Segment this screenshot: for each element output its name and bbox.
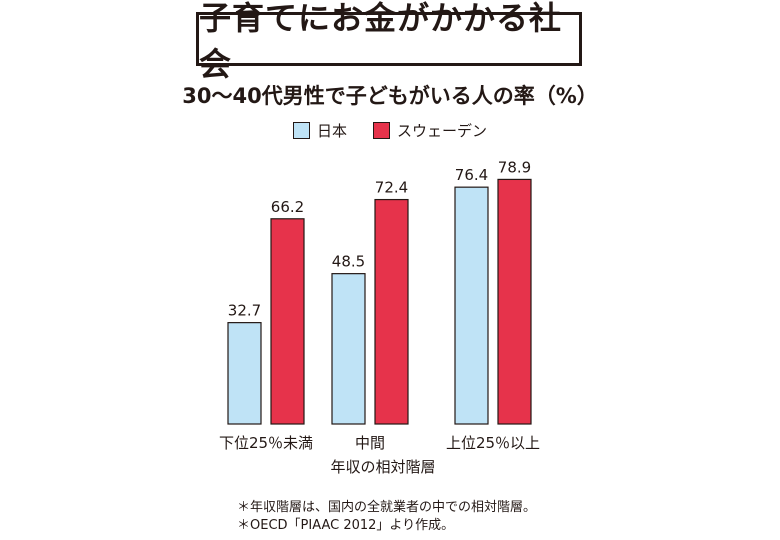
bar-japan-1: [331, 273, 366, 425]
data-label-sweden-2: 78.9: [498, 158, 531, 176]
bar-sweden-0: [270, 218, 305, 425]
data-label-japan-2: 76.4: [455, 166, 488, 184]
legend-swatch-sweden: [373, 122, 390, 139]
data-label-japan-0: 32.7: [228, 302, 261, 320]
chart-subtitle: 30〜40代男性で子どもがいる人の率（%）: [182, 84, 598, 108]
legend: 日本 スウェーデン: [0, 120, 780, 141]
data-label-sweden-0: 66.2: [271, 198, 304, 216]
footnote-income-tier: ＊年収階層は、国内の全就業者の中での相対階層。: [237, 500, 537, 515]
data-label-sweden-1: 72.4: [375, 179, 408, 197]
bar-japan-0: [227, 322, 262, 425]
legend-item-sweden: スウェーデン: [373, 120, 487, 141]
bar-sweden-1: [374, 198, 409, 425]
data-label-japan-1: 48.5: [332, 253, 365, 271]
x-axis-label: 年収の相対階層: [330, 458, 435, 476]
footnote-source: ＊OECD「PIAAC 2012」より作成。: [237, 518, 455, 533]
legend-label-sweden: スウェーデン: [397, 122, 488, 140]
category-label-1: 中間: [355, 434, 385, 452]
legend-swatch-japan: [292, 122, 310, 139]
legend-item-japan: 日本: [292, 120, 347, 141]
category-label-0: 下位25％未満: [219, 434, 313, 452]
bar-japan-2: [454, 186, 489, 425]
legend-label-japan: 日本: [316, 122, 347, 140]
bar-sweden-2: [497, 178, 532, 425]
category-label-2: 上位25％以上: [446, 434, 540, 452]
